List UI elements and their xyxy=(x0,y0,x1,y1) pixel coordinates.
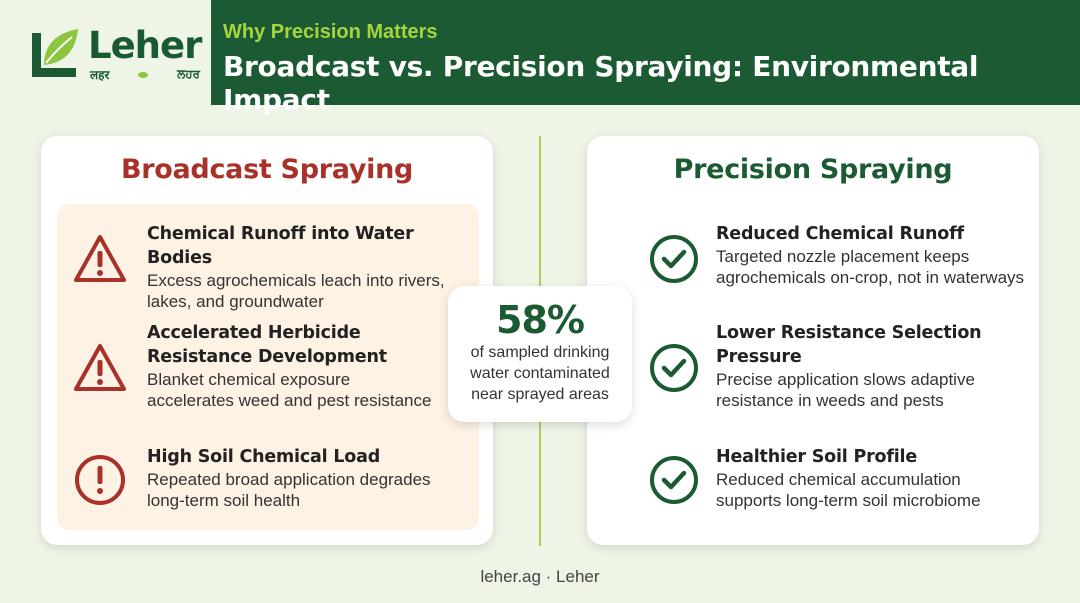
item-title: Resistance Development xyxy=(147,347,387,367)
stat-desc-line: near sprayed areas xyxy=(471,386,609,403)
broadcast-item-text: Accelerated Herbicide Resistance Develop… xyxy=(147,321,431,411)
check-circle-icon xyxy=(650,344,698,392)
item-desc: Excess agrochemicals leach into rivers, xyxy=(147,271,445,290)
item-desc: Targeted nozzle placement keeps xyxy=(716,247,970,266)
item-title: Lower Resistance Selection xyxy=(716,323,982,343)
brand-name: Leher xyxy=(88,24,202,67)
item-desc: accelerates weed and pest resistance xyxy=(147,391,432,410)
stat-desc-line: water contaminated xyxy=(470,365,610,382)
leaf-logo-icon xyxy=(32,29,78,77)
item-title: High Soil Chemical Load xyxy=(147,447,381,467)
warning-triangle-icon xyxy=(74,235,126,282)
leaf-dot-icon xyxy=(138,71,149,78)
item-desc: long-term soil health xyxy=(147,491,301,510)
alert-circle-icon xyxy=(75,455,125,505)
item-title: Reduced Chemical Runoff xyxy=(716,224,964,244)
stat-callout: 58% of sampled drinking water contaminat… xyxy=(448,286,632,422)
broadcast-card: Broadcast Spraying Chemical Runoff into … xyxy=(41,136,493,545)
precision-title: Precision Spraying xyxy=(673,154,953,185)
item-desc: resistance in weeds and pests xyxy=(716,391,944,410)
precision-item-text: Lower Resistance Selection Pressure Prec… xyxy=(716,321,982,411)
precision-item-text: Healthier Soil Profile Reduced chemical … xyxy=(716,445,981,511)
kicker-text: Why Precision Matters xyxy=(223,21,438,43)
warning-triangle-icon xyxy=(74,344,126,391)
item-title: Accelerated Herbicide xyxy=(147,323,361,343)
precision-item-text: Reduced Chemical Runoff Targeted nozzle … xyxy=(716,222,1024,288)
brand-logo[interactable]: Leher लहर ਲਹਰ xyxy=(0,0,211,105)
item-desc: Precise application slows adaptive xyxy=(716,370,975,389)
broadcast-title: Broadcast Spraying xyxy=(120,154,414,185)
broadcast-panel: Chemical Runoff into Water Bodies Excess… xyxy=(57,204,479,530)
item-desc: supports long-term soil microbiome xyxy=(716,491,981,510)
item-desc: agrochemicals on-crop, not in waterways xyxy=(716,268,1025,287)
page-title: Broadcast vs. Precision Spraying: Enviro… xyxy=(223,50,979,116)
stat-desc-line: of sampled drinking xyxy=(470,344,610,361)
brand-subtitle: लहर ਲਹਰ xyxy=(90,66,200,83)
item-desc: Repeated broad application degrades xyxy=(147,470,431,489)
title-banner: Why Precision Matters Broadcast vs. Prec… xyxy=(211,0,1080,116)
broadcast-item-text: Chemical Runoff into Water Bodies Excess… xyxy=(147,222,479,312)
item-title: Chemical Runoff into Water Bodies xyxy=(147,224,414,268)
check-circle-icon xyxy=(650,456,698,504)
stat-description: of sampled drinking water contaminated n… xyxy=(448,342,632,405)
item-desc: Blanket chemical exposure xyxy=(147,370,351,389)
item-desc: Reduced chemical accumulation xyxy=(716,470,961,489)
check-circle-icon xyxy=(650,235,698,283)
brand-sub-hindi: लहर xyxy=(90,68,110,82)
item-title: Pressure xyxy=(716,347,802,367)
broadcast-item-text: High Soil Chemical Load Repeated broad a… xyxy=(147,445,431,511)
header: Leher लहर ਲਹਰ Why Precision Matters Broa… xyxy=(0,0,1080,116)
brand-sub-punjabi: ਲਹਰ xyxy=(177,67,200,81)
stat-value: 58% xyxy=(496,298,585,342)
precision-card: Precision Spraying Reduced Chemical Runo… xyxy=(587,136,1039,545)
item-title: Healthier Soil Profile xyxy=(716,447,918,467)
item-desc: lakes, and groundwater xyxy=(147,292,324,311)
footer-credit[interactable]: leher.ag · Leher xyxy=(480,567,600,586)
